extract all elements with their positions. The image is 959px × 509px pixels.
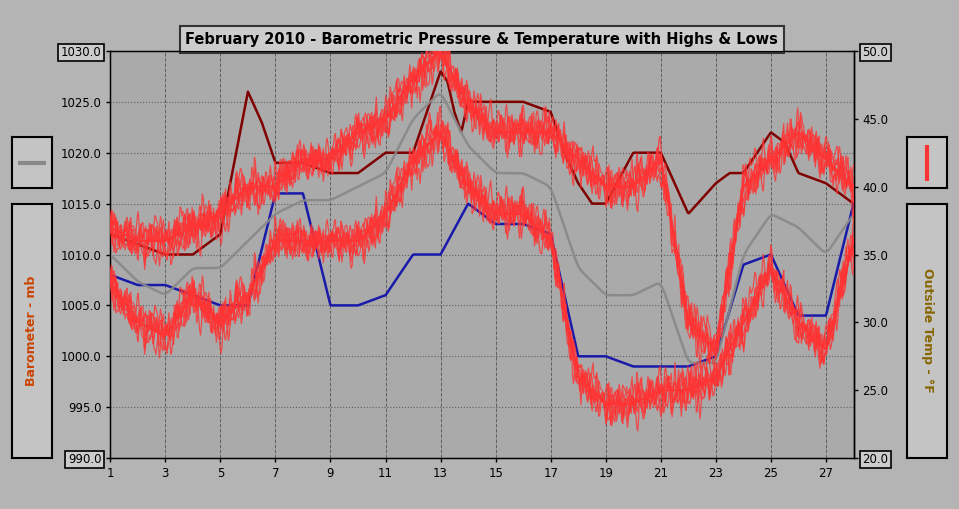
Text: Outside Temp - °F: Outside Temp - °F (921, 268, 934, 393)
Text: Barometer - mb: Barometer - mb (25, 276, 38, 386)
Title: February 2010 - Barometric Pressure & Temperature with Highs & Lows: February 2010 - Barometric Pressure & Te… (185, 32, 779, 47)
